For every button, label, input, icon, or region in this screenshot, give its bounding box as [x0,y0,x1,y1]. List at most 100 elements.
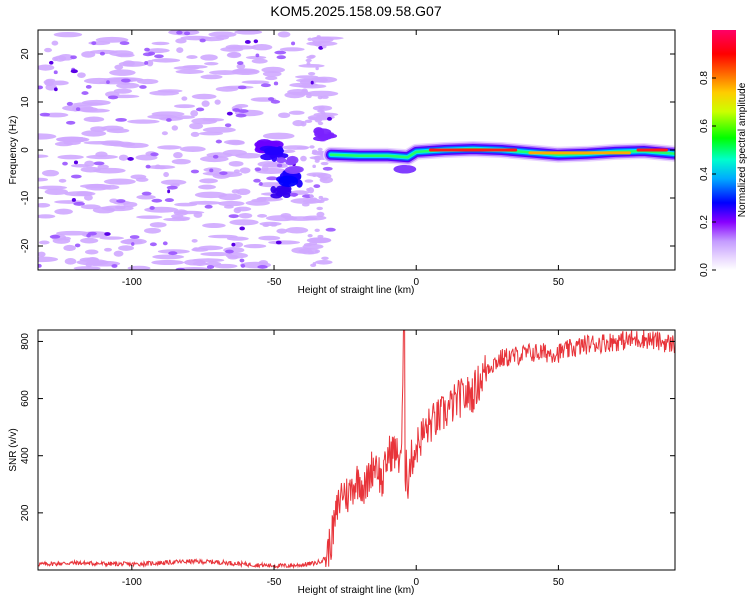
spectrogram-blob [312,150,317,155]
spectrogram-blob [141,191,152,196]
snr-y-tick-label: 800 [20,333,31,350]
spectrogram-blob [38,185,68,190]
spectrogram-blob [151,58,181,63]
spectrogram-blob [171,125,179,131]
spectrogram-blob [73,266,101,270]
spectrogram-blob [270,99,281,104]
spectrogram-blob [99,236,125,240]
spectrogram-blob [316,199,325,204]
spectrogram-blob [251,44,273,51]
spectrogram-blob [93,167,126,174]
spectrogram-blobs [38,30,417,270]
spectrogram-blob [267,97,275,101]
spectrogram-ridge [322,141,675,166]
spectrogram-blob [114,64,124,70]
spectrogram-blob [73,201,85,206]
spectrogram-blob [318,106,325,110]
spectrogram-blob [147,51,156,56]
spectrogram-blob [217,200,245,207]
snr-line [38,330,675,570]
spectrogram-blob [64,191,96,197]
spectrogram-blob [63,244,76,252]
spectrogram-blob [393,164,417,174]
spectrogram-blob [152,254,185,260]
spectrogram-blob [48,60,54,65]
spectrogram-blob [315,66,319,71]
spectrogram-blob [255,53,260,58]
spectrogram-blob [257,265,268,269]
snr-y-tick-label: 400 [20,447,31,464]
spectrogram-blob [312,164,316,169]
spectrogram-blob [175,38,187,44]
spectrogram-blob [76,259,109,266]
spectrogram-blob [212,154,219,159]
spectrogram-blob [310,263,317,267]
spectrogram-blob [227,140,245,146]
spectrogram-blob [235,113,247,118]
spectrogram-blob [258,235,281,241]
spectrogram-blob [237,85,247,90]
spectrogram-blob [115,117,127,122]
spectrogram-x-tick-label: 0 [413,277,419,288]
spectrogram-blob [310,80,314,85]
spectrogram-blob [237,109,249,113]
spectrogram-blob [189,122,204,130]
spectrogram-blob [224,123,232,128]
snr-y-ticks: 200 400 600 800 [20,333,675,521]
spectrogram-blob [50,80,69,86]
spectrogram-blob [52,237,71,244]
spectrogram-blob [139,85,147,89]
colorbar-gradient [712,30,736,270]
spectrogram-blob [51,40,59,46]
snr-y-axis-label: SNR (v/v) [8,428,19,471]
spectrogram-blob [240,263,246,268]
spectrogram-blob [228,214,239,219]
spectrogram-blob [305,94,312,99]
spectrogram-blob [84,194,93,201]
spectrogram-x-tick-label: -50 [267,277,282,288]
spectrogram-blob [173,151,183,159]
spectrogram-blob [308,116,317,121]
spectrogram-y-axis-label: Frequency (Hz) [8,116,19,185]
spectrogram-blob [269,222,278,227]
spectrogram-y-tick-label: 20 [20,48,31,60]
colorbar-tick-label: 0.2 [699,215,710,229]
spectrogram-blob [119,41,130,46]
spectrogram-blob [236,188,251,196]
spectrogram-blob [72,102,104,107]
spectrogram-blob [237,61,244,65]
spectrogram-blob [282,192,291,199]
spectrogram-blob [70,55,77,60]
snr-x-tick-label: -50 [267,577,282,588]
spectrogram-blob [66,101,73,106]
spectrogram-blob [118,245,134,251]
spectrogram-blob [322,44,327,49]
spectrogram-blob [188,200,222,205]
spectrogram-blob [314,159,320,163]
spectrogram-blob [81,130,107,137]
spectrogram-blob [116,199,126,203]
spectrogram-blob [308,72,316,76]
spectrogram-blob [260,83,271,88]
spectrogram-blob [127,119,160,124]
spectrogram-blob [316,174,325,178]
spectrogram-blob [38,240,50,245]
spectrogram-blob [307,250,314,255]
spectrogram-blob [81,91,89,95]
snr-panel: -100 -50 0 50 200 400 600 800 Height of straig… [8,329,676,596]
spectrogram-blob [226,111,233,116]
colorbar-label: Normalized spectral amplitude [737,82,748,217]
spectrogram-y-tick-label: -20 [20,238,31,253]
spectrogram-blob [53,70,58,75]
spectrogram-blob [58,178,67,183]
spectrogram-blob [312,173,317,177]
spectrogram-blob [275,240,282,245]
spectrogram-blob [309,197,318,201]
spectrogram-blob [143,227,161,234]
spectrogram-blob [54,208,73,215]
spectrogram-blob [107,95,119,100]
spectrogram-blob [314,43,322,47]
spectrogram-blob [232,108,241,112]
spectrogram-x-ticks: -100 -50 0 50 [122,30,564,288]
spectrogram-blob [298,64,325,68]
